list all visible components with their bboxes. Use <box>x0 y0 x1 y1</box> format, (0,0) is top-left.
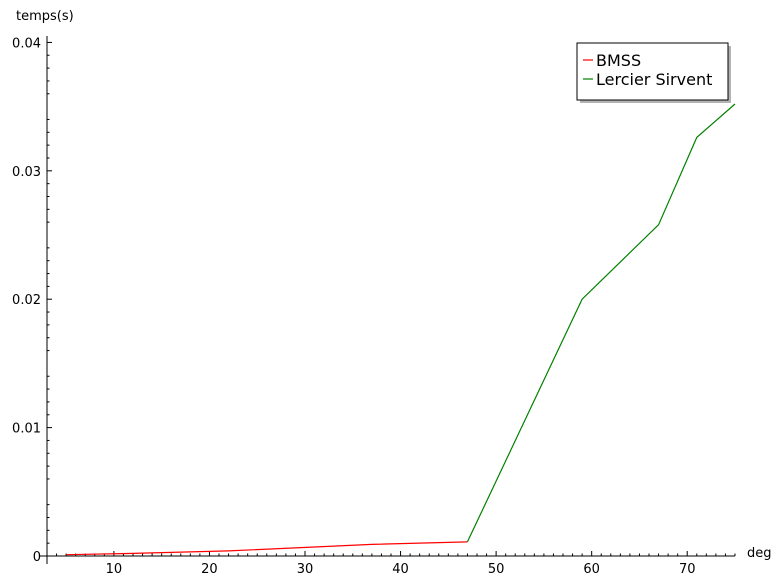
x-tick-label: 60 <box>583 562 600 577</box>
x-tick-label: 10 <box>106 562 123 577</box>
y-tick-label: 0 <box>33 550 41 565</box>
x-tick-label: 70 <box>679 562 696 577</box>
x-axis-label: deg <box>747 546 772 561</box>
y-tick-label: 0.04 <box>12 36 41 51</box>
y-tick-label: 0.03 <box>12 165 41 180</box>
legend-box <box>576 42 729 101</box>
x-tick-label: 30 <box>297 562 314 577</box>
series-line-1 <box>466 103 736 543</box>
series-layer <box>66 103 736 556</box>
y-tick-label: 0.01 <box>12 422 41 437</box>
axes: 10 20 30 40 50 60 70 0 0.01 0.02 0.03 0.04 <box>12 36 736 577</box>
legend-label-0: BMSS <box>596 51 641 70</box>
y-tick-label: 0.02 <box>12 293 41 308</box>
y-axis-label: temps(s) <box>16 9 74 24</box>
series-line-0 <box>66 541 468 556</box>
x-tick-label: 40 <box>392 562 409 577</box>
x-tick-label: 50 <box>488 562 505 577</box>
x-tick-label: 20 <box>201 562 218 577</box>
legend-label-1: Lercier Sirvent <box>596 70 712 89</box>
